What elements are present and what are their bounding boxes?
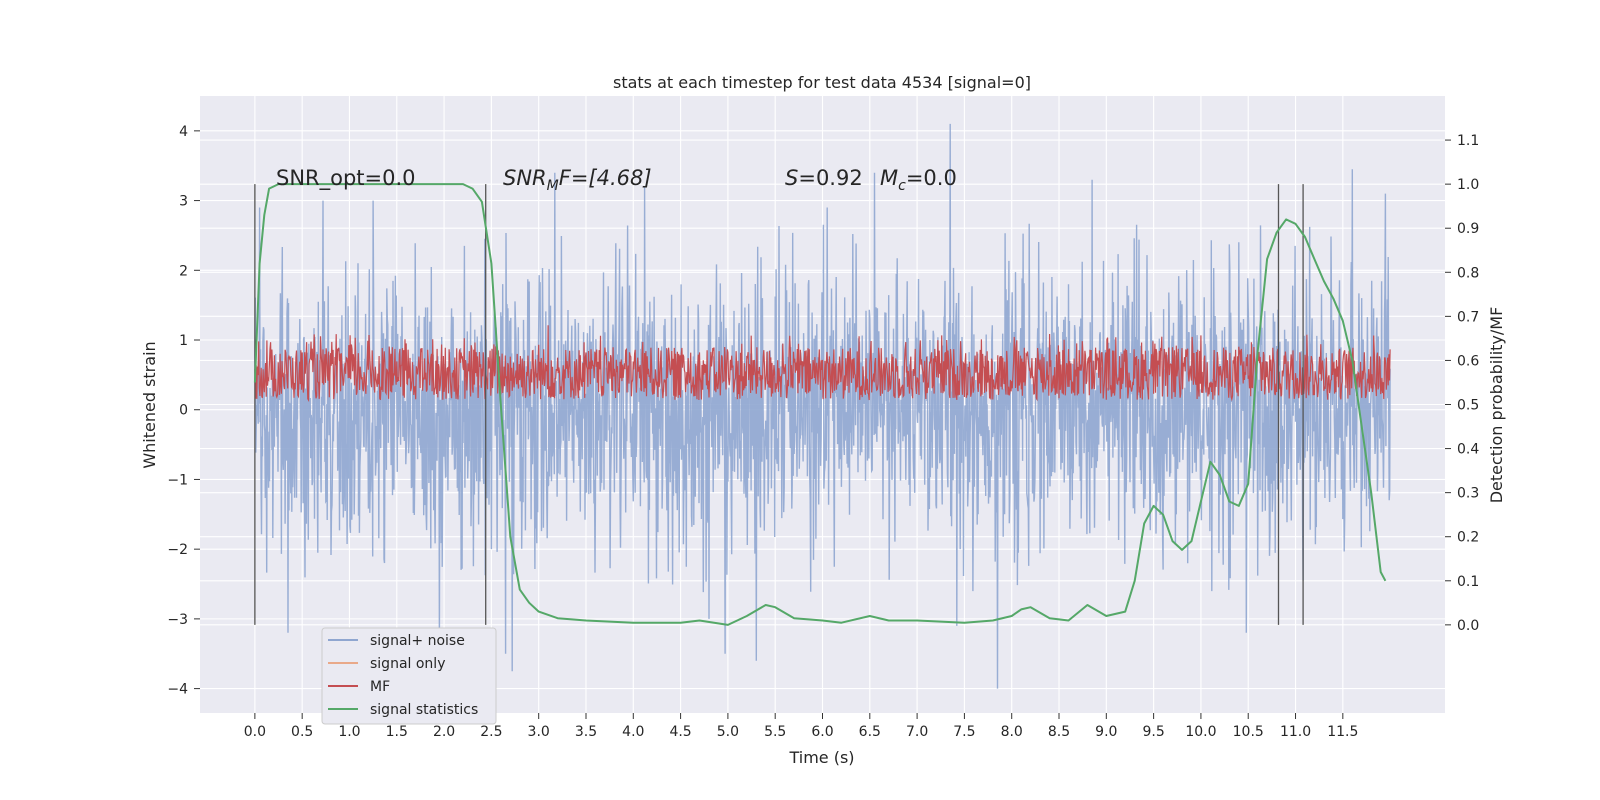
- y-right-tick-label-1: 1.0: [1457, 177, 1479, 193]
- axis-ticks: 0.0 0.5 1.0 1.5 2.0 2.5 3.0 3.5 4.0 4.5 5.0 5.5 6.0 6…: [167, 124, 1479, 740]
- legend-box: [321, 627, 497, 725]
- annotation-snr-mf-sub: M: [547, 178, 559, 194]
- x-tick-label-13: 6.5: [859, 724, 881, 740]
- annotation-snr-mf: SNRMF=[4.68]: [503, 166, 652, 194]
- annotation-s-value: =0.92: [798, 166, 862, 190]
- x-tick-label-19: 9.5: [1142, 724, 1164, 740]
- x-tick-label-9: 4.5: [669, 724, 691, 740]
- x-axis-label: Time (s): [788, 748, 854, 767]
- y-left-tick-label-3: 1: [179, 333, 188, 349]
- annotation-mc-value: =0.0: [906, 166, 957, 190]
- annotation-snr-opt: SNR_opt=0.0: [276, 166, 416, 191]
- y-left-tick-label-0: 4: [179, 124, 188, 140]
- x-tick-label-23: 11.5: [1327, 724, 1358, 740]
- line-mf: [254, 325, 1391, 403]
- x-tick-label-22: 11.0: [1280, 724, 1311, 740]
- annotation-mc-label: M: [880, 166, 898, 190]
- x-tick-label-0: 0.0: [244, 724, 266, 740]
- y-right-tick-label-10: 0.1: [1457, 574, 1479, 590]
- annotation-s: S=0.92: [785, 166, 863, 190]
- x-tick-label-3: 1.5: [386, 724, 408, 740]
- y-axis-left-label: Whitened strain: [140, 341, 159, 468]
- vertical-markers: [254, 184, 1304, 625]
- y-left-tick-label-1: 3: [179, 194, 188, 210]
- legend: signal+ noise signal only MF signal stat…: [321, 627, 497, 725]
- legend-item-signal-noise: signal+ noise: [328, 633, 465, 649]
- y-right-tick-label-9: 0.2: [1457, 530, 1479, 546]
- x-tick-label-12: 6.0: [811, 724, 833, 740]
- series-signal-statistics: [253, 183, 1387, 626]
- x-tick-label-20: 10.0: [1185, 724, 1216, 740]
- y-right-tick-label-4: 0.7: [1457, 309, 1479, 325]
- x-tick-label-15: 7.5: [953, 724, 975, 740]
- y-right-tick-label-3: 0.8: [1457, 265, 1479, 281]
- line-signal-statistics: [253, 183, 1387, 626]
- x-tick-label-18: 9.0: [1095, 724, 1117, 740]
- y-left-tick-label-7: −3: [167, 612, 188, 628]
- legend-label-signal-statistics: signal statistics: [370, 702, 478, 718]
- x-tick-label-16: 8.0: [1001, 724, 1023, 740]
- y-left-tick-label-2: 2: [179, 263, 188, 279]
- x-tick-label-8: 4.0: [622, 724, 644, 740]
- x-tick-label-7: 3.5: [575, 724, 597, 740]
- legend-item-signal-statistics: signal statistics: [328, 702, 478, 718]
- y-left-tick-label-8: −4: [167, 682, 188, 698]
- x-tick-label-2: 1.0: [338, 724, 360, 740]
- x-tick-label-11: 5.5: [764, 724, 786, 740]
- annotation-snr-mf-main: SNR: [503, 166, 547, 190]
- y-right-tick-label-7: 0.4: [1457, 442, 1479, 458]
- y-right-tick-label-11: 0.0: [1457, 618, 1479, 634]
- x-tick-label-17: 8.5: [1048, 724, 1070, 740]
- legend-item-signal-only: signal only: [328, 656, 445, 672]
- x-tick-label-21: 10.5: [1233, 724, 1264, 740]
- legend-label-mf: MF: [370, 679, 390, 695]
- legend-label-signal-only: signal only: [370, 656, 445, 672]
- x-tick-label-1: 0.5: [291, 724, 313, 740]
- y-right-tick-label-8: 0.3: [1457, 486, 1479, 502]
- x-tick-label-6: 3.0: [528, 724, 550, 740]
- y-left-tick-label-4: 0: [179, 403, 188, 419]
- annotation-mc-sub: c: [898, 178, 906, 194]
- y-right-tick-label-5: 0.6: [1457, 353, 1479, 369]
- x-tick-label-14: 7.0: [906, 724, 928, 740]
- annotation-mc: Mc=0.0: [880, 166, 957, 194]
- y-right-tick-label-0: 1.1: [1457, 133, 1479, 149]
- x-tick-label-4: 2.0: [433, 724, 455, 740]
- annotation-s-label: S: [785, 166, 798, 190]
- x-tick-label-10: 5.0: [717, 724, 739, 740]
- series-mf: [254, 325, 1391, 403]
- y-left-tick-label-6: −2: [167, 542, 188, 558]
- legend-item-mf: MF: [328, 679, 390, 695]
- y-right-tick-label-6: 0.5: [1457, 398, 1479, 414]
- y-right-tick-label-2: 0.9: [1457, 221, 1479, 237]
- y-axis-right-label: Detection probability/MF: [1487, 307, 1506, 504]
- chart-title: stats at each timestep for test data 453…: [613, 73, 1031, 92]
- legend-label-signal-noise: signal+ noise: [370, 633, 465, 649]
- annotation-snr-mf-f: F=[4.68]: [559, 166, 652, 190]
- x-tick-label-5: 2.5: [480, 724, 502, 740]
- y-left-tick-label-5: −1: [167, 472, 188, 488]
